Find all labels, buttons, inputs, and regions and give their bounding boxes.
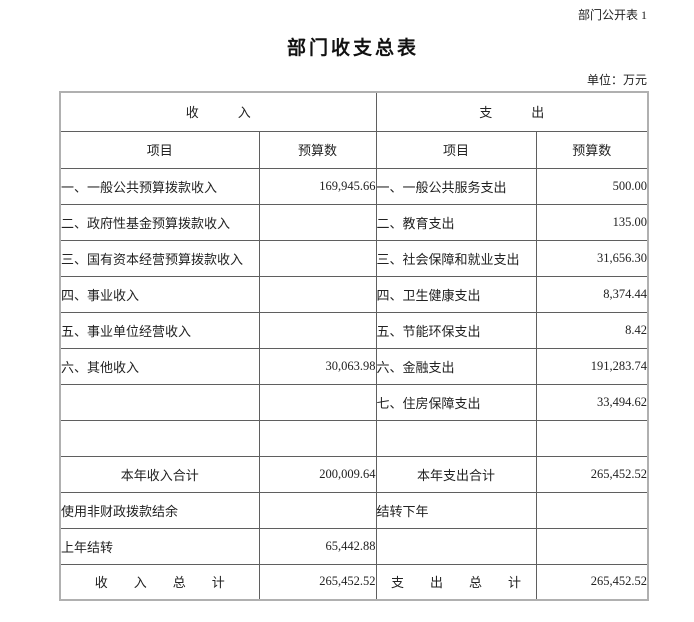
income-item-cell: 五、事业单位经营收入 bbox=[59, 311, 260, 349]
expense-value-cell bbox=[535, 491, 649, 529]
table-row: 三、国有资本经营预算拨款收入 三、社会保障和就业支出 31,656.30 bbox=[59, 239, 649, 277]
expense-item-cell: 五、节能环保支出 bbox=[375, 311, 537, 349]
table-row: 六、其他收入 30,063.98 六、金融支出 191,283.74 bbox=[59, 347, 649, 385]
table-row bbox=[59, 419, 649, 457]
unit-note: 单位：万元 bbox=[586, 73, 647, 87]
doc-label: 部门公开表 1 bbox=[577, 8, 647, 22]
table-row: 四、事业收入 四、卫生健康支出 8,374.44 bbox=[59, 275, 649, 313]
income-item-cell: 收 入 总 计 bbox=[59, 563, 260, 601]
expense-item-cell: 七、住房保障支出 bbox=[375, 383, 537, 421]
expense-value-cell: 135.00 bbox=[535, 203, 649, 241]
expense-item-cell: 二、教育支出 bbox=[375, 203, 537, 241]
section-header-row: 收 入 支 出 bbox=[59, 91, 649, 132]
column-header-row: 项目 预算数 项目 预算数 bbox=[59, 130, 649, 169]
table-header: 收 入 支 出 项目 预算数 项目 预算数 bbox=[59, 91, 649, 169]
table-row: 收 入 总 计 265,452.52 支 出 总 计 265,452.52 bbox=[59, 563, 649, 601]
expense-section-header: 支 出 bbox=[375, 91, 649, 132]
page-title: 部门收支总表 bbox=[286, 38, 419, 59]
table-row: 本年收入合计 200,009.64 本年支出合计 265,452.52 bbox=[59, 455, 649, 493]
income-value-cell bbox=[258, 203, 377, 241]
expense-value-cell: 265,452.52 bbox=[535, 563, 649, 601]
income-budget-col-header: 预算数 bbox=[258, 130, 377, 169]
income-item-cell bbox=[59, 419, 260, 457]
expense-item-cell: 支 出 总 计 bbox=[375, 563, 537, 601]
income-value-cell: 30,063.98 bbox=[258, 347, 377, 385]
table-row: 一、一般公共预算拨款收入 169,945.66 一、一般公共服务支出 500.00 bbox=[59, 167, 649, 205]
table-row: 使用非财政拨款结余 结转下年 bbox=[59, 491, 649, 529]
expense-value-cell: 8,374.44 bbox=[535, 275, 649, 313]
income-section-header: 收 入 bbox=[59, 91, 377, 132]
expense-value-cell bbox=[535, 527, 649, 565]
income-item-cell bbox=[59, 383, 260, 421]
income-value-cell: 169,945.66 bbox=[258, 167, 377, 205]
expense-value-cell: 8.42 bbox=[535, 311, 649, 349]
expense-value-cell: 191,283.74 bbox=[535, 347, 649, 385]
income-value-cell: 65,442.88 bbox=[258, 527, 377, 565]
report-page: 部门公开表 1 部门收支总表 单位：万元 收 入 支 出 项目 预算数 项目 预… bbox=[59, 0, 650, 601]
income-value-cell bbox=[258, 419, 377, 457]
expense-value-cell: 265,452.52 bbox=[535, 455, 649, 493]
income-value-cell bbox=[258, 239, 377, 277]
income-value-cell bbox=[258, 383, 377, 421]
expense-value-cell: 500.00 bbox=[535, 167, 649, 205]
income-item-col-header: 项目 bbox=[59, 130, 260, 169]
income-value-cell: 200,009.64 bbox=[258, 455, 377, 493]
expense-value-cell: 31,656.30 bbox=[535, 239, 649, 277]
table-body: 一、一般公共预算拨款收入 169,945.66 一、一般公共服务支出 500.00 二、… bbox=[59, 167, 649, 601]
income-value-cell bbox=[258, 491, 377, 529]
expense-item-cell: 结转下年 bbox=[375, 491, 537, 529]
table-row: 上年结转 65,442.88 bbox=[59, 527, 649, 565]
income-item-cell: 三、国有资本经营预算拨款收入 bbox=[59, 239, 260, 277]
expense-item-cell bbox=[375, 419, 537, 457]
expense-item-cell: 三、社会保障和就业支出 bbox=[375, 239, 537, 277]
income-value-cell: 265,452.52 bbox=[258, 563, 377, 601]
expense-value-cell: 33,494.62 bbox=[535, 383, 649, 421]
table-row: 五、事业单位经营收入 五、节能环保支出 8.42 bbox=[59, 311, 649, 349]
income-item-cell: 使用非财政拨款结余 bbox=[59, 491, 260, 529]
expense-item-cell: 本年支出合计 bbox=[375, 455, 537, 493]
summary-table: 收 入 支 出 项目 预算数 项目 预算数 一、一般公共预算拨款收入 169,94… bbox=[59, 91, 650, 601]
expense-value-cell bbox=[535, 419, 649, 457]
expense-budget-col-header: 预算数 bbox=[535, 130, 649, 169]
income-item-cell: 上年结转 bbox=[59, 527, 260, 565]
expense-item-col-header: 项目 bbox=[375, 130, 537, 169]
expense-item-cell: 一、一般公共服务支出 bbox=[375, 167, 537, 205]
expense-item-cell: 六、金融支出 bbox=[375, 347, 537, 385]
expense-item-cell bbox=[375, 527, 537, 565]
expense-item-cell: 四、卫生健康支出 bbox=[375, 275, 537, 313]
income-item-cell: 一、一般公共预算拨款收入 bbox=[59, 167, 260, 205]
income-value-cell bbox=[258, 275, 377, 313]
income-item-cell: 二、政府性基金预算拨款收入 bbox=[59, 203, 260, 241]
income-value-cell bbox=[258, 311, 377, 349]
table-row: 七、住房保障支出 33,494.62 bbox=[59, 383, 649, 421]
income-item-cell: 本年收入合计 bbox=[59, 455, 260, 493]
income-item-cell: 六、其他收入 bbox=[59, 347, 260, 385]
income-item-cell: 四、事业收入 bbox=[59, 275, 260, 313]
table-row: 二、政府性基金预算拨款收入 二、教育支出 135.00 bbox=[59, 203, 649, 241]
